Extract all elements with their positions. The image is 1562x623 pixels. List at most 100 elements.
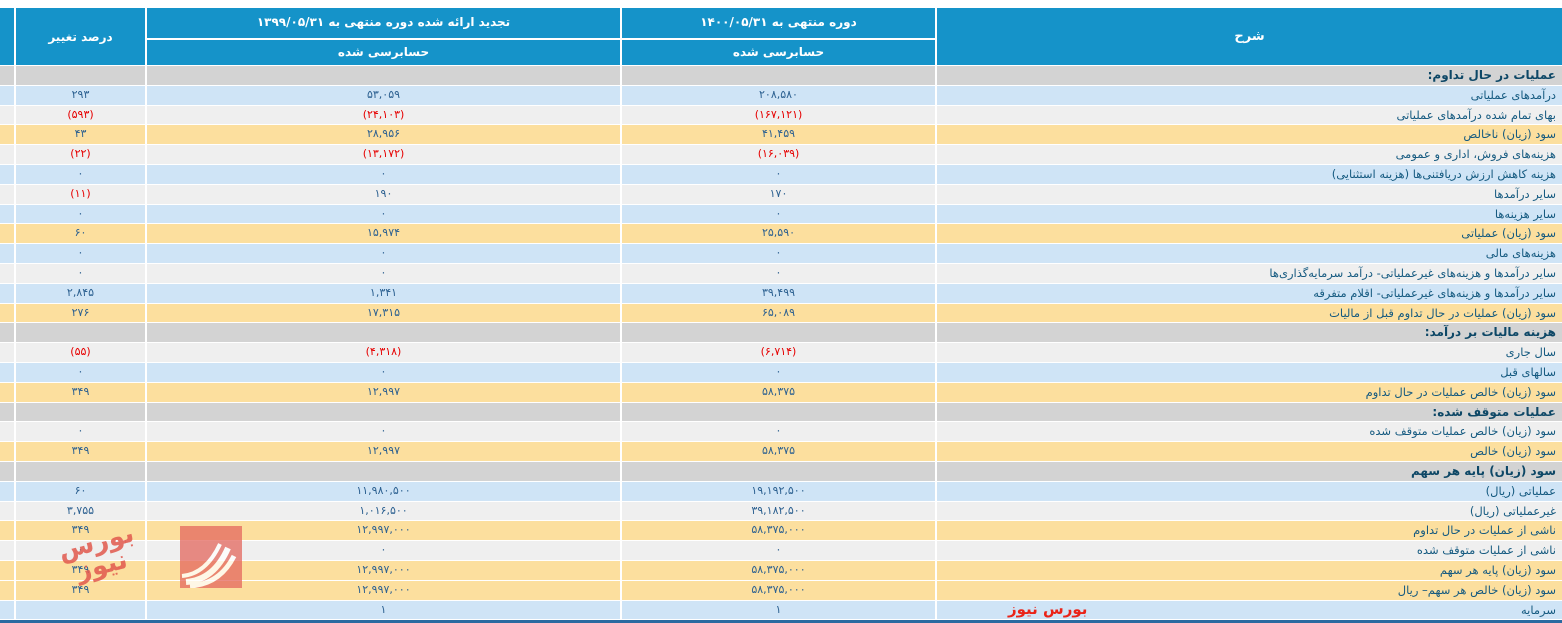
value-cell-1399: ۱۲,۹۹۷ — [145, 442, 620, 461]
value-cell-1400 — [620, 461, 935, 481]
table-row: عملیاتی (ریال) ۱۹,۱۹۲,۵۰۰ ۱۱,۹۸۰,۵۰۰ ۶۰ — [0, 481, 1562, 501]
table-row: سود (زیان) ناخالص ۴۱,۴۵۹ ۲۸,۹۵۶ ۴۳ — [0, 125, 1562, 145]
table-row: سود (زیان) خالص هر سهم– ریال ۵۸,۳۷۵,۰۰۰ ۱۲… — [0, 580, 1562, 600]
spacer-cell — [0, 66, 14, 85]
value-cell-1399: ۱۲,۹۹۷,۰۰۰ — [145, 521, 620, 541]
desc-cell: سایر هزینه‌ها — [935, 204, 1562, 224]
desc-cell: سایر درآمدها و هزینه‌های غیرعملیاتی- اقل… — [935, 283, 1562, 303]
percent-change-cell: (۱۱) — [14, 184, 145, 204]
spacer-cell — [0, 521, 14, 541]
desc-cell: عملیات در حال تداوم: — [935, 66, 1562, 85]
percent-change-cell: ۰ — [14, 164, 145, 184]
table-row: سود (زیان) خالص ۵۸,۳۷۵ ۱۲,۹۹۷ ۳۴۹ — [0, 442, 1562, 461]
value-cell-1400: (۶,۷۱۴) — [620, 343, 935, 362]
value-cell-1399: ۱ — [145, 600, 620, 620]
table-row: سود (زیان) خالص عملیات در حال تداوم ۵۸,۳۷… — [0, 382, 1562, 402]
value-cell-1399: ۱,۰۱۶,۵۰۰ — [145, 501, 620, 521]
value-cell-1400: ۵۸,۳۷۵,۰۰۰ — [620, 560, 935, 580]
percent-change-cell: ۰ — [14, 541, 145, 560]
desc-cell: هزینه‌های فروش، اداری و عمومی — [935, 145, 1562, 164]
percent-change-cell: ۳,۷۵۵ — [14, 501, 145, 521]
value-cell-1399: ۱۲,۹۹۷ — [145, 382, 620, 402]
percent-change-cell: ۳۴۹ — [14, 560, 145, 580]
table-row: سال جاری (۶,۷۱۴) (۴,۳۱۸) (۵۵) — [0, 343, 1562, 362]
value-cell-1400: ۰ — [620, 541, 935, 560]
header-period-1400-audited: حسابرسی شده — [732, 45, 825, 59]
percent-change-cell: ۲۷۶ — [14, 303, 145, 323]
value-cell-1400: ۳۹,۴۹۹ — [620, 283, 935, 303]
value-cell-1400 — [620, 323, 935, 343]
desc-cell: سال جاری — [935, 343, 1562, 362]
percent-change-cell: (۵۵) — [14, 343, 145, 362]
value-cell-1399: ۰ — [145, 164, 620, 184]
income-statement-table: شرح دوره منتهی به ۱۴۰۰/۰۵/۳۱ حسابرسی شده… — [0, 8, 1562, 623]
spacer-cell — [0, 204, 14, 224]
table-row: سود (زیان) عملیاتی ۲۵,۵۹۰ ۱۵,۹۷۴ ۶۰ — [0, 224, 1562, 244]
value-cell-1399: (۱۳,۱۷۲) — [145, 145, 620, 164]
value-cell-1400 — [620, 66, 935, 85]
value-cell-1400: ۴۱,۴۵۹ — [620, 125, 935, 145]
spacer-cell — [0, 461, 14, 481]
value-cell-1399: (۴,۳۱۸) — [145, 343, 620, 362]
table-row: سود (زیان) پایه هر سهم ۵۸,۳۷۵,۰۰۰ ۱۲,۹۹۷,۰… — [0, 560, 1562, 580]
value-cell-1400: ۰ — [620, 263, 935, 283]
value-cell-1400: ۰ — [620, 422, 935, 442]
percent-change-cell: ۰ — [14, 362, 145, 382]
desc-cell: سود (زیان) خالص هر سهم– ریال — [935, 580, 1562, 600]
percent-change-cell — [14, 461, 145, 481]
value-cell-1399: (۲۴,۱۰۳) — [145, 105, 620, 125]
percent-change-cell: ۲۹۳ — [14, 85, 145, 105]
desc-cell: سود (زیان) خالص — [935, 442, 1562, 461]
value-cell-1400: (۱۶,۰۳۹) — [620, 145, 935, 164]
value-cell-1399: ۱,۳۴۱ — [145, 283, 620, 303]
value-cell-1400: ۰ — [620, 362, 935, 382]
desc-cell: سود (زیان) پایه هر سهم — [935, 560, 1562, 580]
spacer-cell — [0, 501, 14, 521]
desc-cell: ناشی از عملیات متوقف شده — [935, 541, 1562, 560]
percent-change-cell — [14, 600, 145, 620]
desc-cell: سود (زیان) خالص عملیات متوقف شده — [935, 422, 1562, 442]
desc-cell: عملیات متوقف شده: — [935, 402, 1562, 422]
percent-change-cell: ۳۴۹ — [14, 382, 145, 402]
percent-change-cell: ۶۰ — [14, 481, 145, 501]
table-row: سالهای قبل ۰ ۰ ۰ — [0, 362, 1562, 382]
percent-change-cell — [14, 402, 145, 422]
spacer-cell — [0, 105, 14, 125]
table-header: شرح دوره منتهی به ۱۴۰۰/۰۵/۳۱ حسابرسی شده… — [0, 8, 1562, 65]
percent-change-cell: ۰ — [14, 422, 145, 442]
spacer-cell — [0, 442, 14, 461]
header-period-1400-column: دوره منتهی به ۱۴۰۰/۰۵/۳۱ حسابرسی شده — [620, 8, 935, 65]
spacer-cell — [0, 85, 14, 105]
table-body: عملیات در حال تداوم: درآمدهای عملیاتی ۲۰۸,… — [0, 66, 1562, 620]
spacer-cell — [0, 580, 14, 600]
table-row: سایر درآمدها و هزینه‌های غیرعملیاتی- اقل… — [0, 283, 1562, 303]
desc-cell: هزینه‌های مالی — [935, 244, 1562, 263]
value-cell-1400: ۱۹,۱۹۲,۵۰۰ — [620, 481, 935, 501]
table-row: درآمدهای عملیاتی ۲۰۸,۵۸۰ ۵۳,۰۵۹ ۲۹۳ — [0, 85, 1562, 105]
percent-change-cell: ۰ — [14, 204, 145, 224]
desc-cell: درآمدهای عملیاتی — [935, 85, 1562, 105]
section-row: عملیات در حال تداوم: — [0, 66, 1562, 85]
desc-cell: ناشی از عملیات در حال تداوم — [935, 521, 1562, 541]
value-cell-1399 — [145, 323, 620, 343]
spacer-cell — [0, 362, 14, 382]
value-cell-1399: ۱۲,۹۹۷,۰۰۰ — [145, 580, 620, 600]
value-cell-1400: ۲۵,۵۹۰ — [620, 224, 935, 244]
table-row: هزینه‌های فروش، اداری و عمومی (۱۶,۰۳۹) (۱۳… — [0, 145, 1562, 164]
value-cell-1400: ۰ — [620, 244, 935, 263]
spacer-cell — [0, 600, 14, 620]
header-period-1399-title: تجدید ارائه شده دوره منتهی به ۱۳۹۹/۰۵/۳۱ — [147, 8, 620, 40]
value-cell-1400: ۵۸,۳۷۵,۰۰۰ — [620, 580, 935, 600]
value-cell-1399: ۰ — [145, 263, 620, 283]
spacer-cell — [0, 323, 14, 343]
desc-cell: سود (زیان) عملیات در حال تداوم قبل از ما… — [935, 303, 1562, 323]
table-row: ناشی از عملیات متوقف شده ۰ ۰ ۰ — [0, 541, 1562, 560]
table-row: سایر درآمدها ۱۷۰ ۱۹۰ (۱۱) — [0, 184, 1562, 204]
value-cell-1399: ۰ — [145, 362, 620, 382]
table-row: بهای تمام شده درآمدهای عملیاتی (۱۶۷,۱۲۱)(… — [0, 105, 1562, 125]
desc-cell: هزینه مالیات بر درآمد: — [935, 323, 1562, 343]
value-cell-1400 — [620, 402, 935, 422]
desc-cell: سود (زیان) خالص عملیات در حال تداوم — [935, 382, 1562, 402]
value-cell-1400: ۰ — [620, 204, 935, 224]
section-row: عملیات متوقف شده: — [0, 402, 1562, 422]
